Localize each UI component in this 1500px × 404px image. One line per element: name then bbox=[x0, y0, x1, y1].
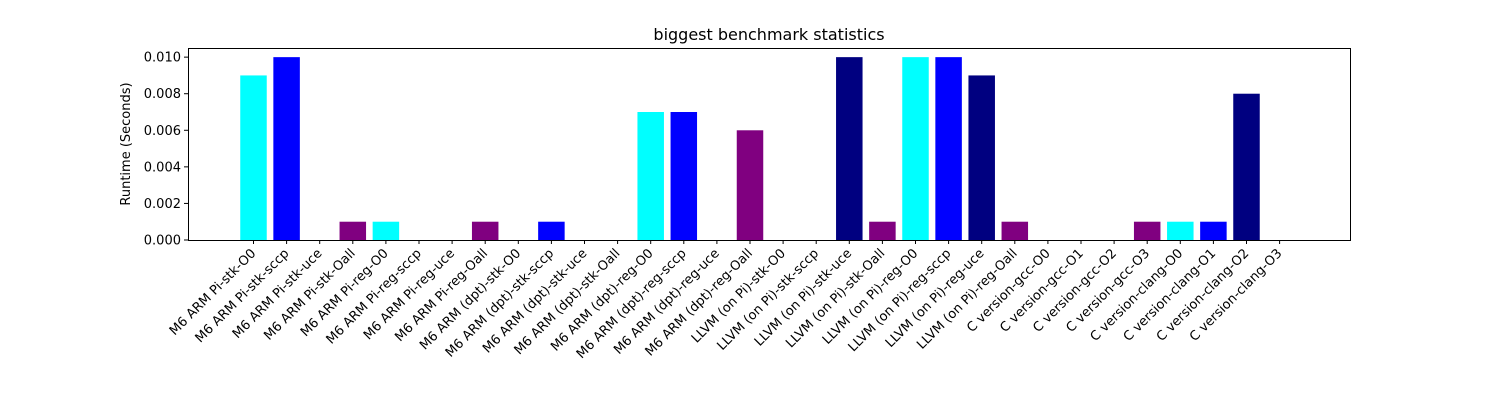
bar bbox=[471, 221, 499, 240]
bar bbox=[538, 221, 565, 240]
bar bbox=[935, 57, 962, 240]
y-tick-label: 0.006 bbox=[144, 124, 181, 139]
bar bbox=[240, 75, 267, 241]
bar bbox=[1001, 221, 1029, 240]
chart-title: biggest benchmark statistics bbox=[653, 25, 884, 44]
bar bbox=[273, 57, 300, 240]
bar bbox=[1167, 221, 1194, 240]
y-axis-label: Runtime (Seconds) bbox=[119, 82, 134, 205]
bar bbox=[869, 221, 896, 240]
bar bbox=[372, 221, 400, 240]
bar bbox=[637, 112, 664, 240]
bar bbox=[339, 221, 367, 240]
bar bbox=[1133, 221, 1161, 240]
bar bbox=[670, 112, 698, 240]
y-axis: 0.000 0.002 0.004 0.006 0.008 0.010 bbox=[144, 51, 188, 249]
y-tick-label: 0.010 bbox=[144, 51, 181, 66]
y-tick-label: 0.002 bbox=[144, 197, 181, 212]
bar bbox=[836, 57, 863, 240]
plot-frame bbox=[188, 48, 1351, 241]
y-tick-label: 0.000 bbox=[144, 234, 181, 249]
bar bbox=[736, 130, 764, 240]
bar bbox=[1233, 93, 1260, 241]
bar bbox=[902, 57, 929, 240]
y-tick-label: 0.004 bbox=[144, 160, 181, 175]
bars-layer bbox=[240, 57, 1260, 241]
y-tick-label: 0.008 bbox=[144, 87, 181, 102]
bar bbox=[1200, 221, 1227, 240]
bar bbox=[968, 75, 995, 241]
